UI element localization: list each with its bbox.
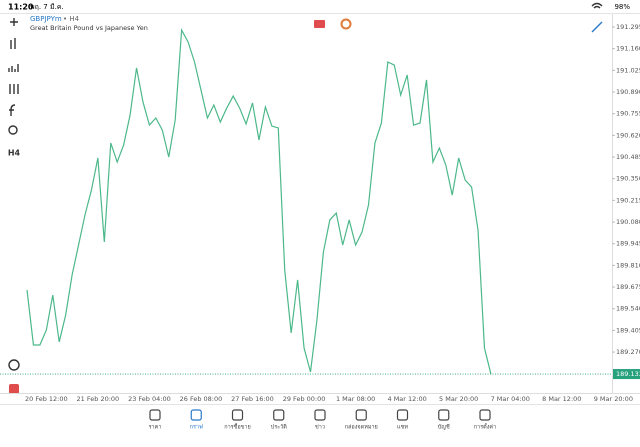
- indicator-tool[interactable]: [9, 84, 19, 94]
- y-tick-label: 189.675: [616, 283, 640, 291]
- price-line: [26, 27, 492, 375]
- x-tick-label: 26 Feb 08:00: [180, 395, 223, 403]
- wifi-icon: [591, 2, 603, 9]
- y-tick-label: 191.160: [616, 45, 640, 53]
- nav-label: การตั้งค่า: [474, 423, 496, 431]
- x-tick-label: 1 Mar 08:00: [336, 395, 375, 403]
- symbol-name[interactable]: GBPJPYm: [30, 15, 62, 23]
- x-tick-label: 4 Mar 12:00: [388, 395, 427, 403]
- nav-label: ราคา: [149, 425, 162, 431]
- nav-icon[interactable]: [314, 409, 326, 421]
- x-tick-label: 23 Feb 04:00: [128, 395, 171, 403]
- x-tick-label: 21 Feb 20:00: [77, 395, 120, 403]
- timeframe-button[interactable]: H4: [8, 149, 21, 158]
- y-tick-label: 190.080: [616, 218, 640, 226]
- y-tick-label: 191.295: [616, 23, 640, 31]
- one-click-button[interactable]: [340, 18, 352, 30]
- nav-label: การซื้อขาย: [224, 423, 250, 431]
- y-tick-label: 189.540: [616, 305, 640, 313]
- y-tick-label: 191.025: [616, 66, 640, 74]
- current-price-label: 189.133: [616, 370, 640, 378]
- x-tick-label: 5 Mar 20:00: [439, 395, 478, 403]
- sell-button[interactable]: [314, 20, 325, 28]
- nav-label: บัญชี: [438, 424, 450, 431]
- y-tick-label: 189.810: [616, 261, 640, 269]
- nav-label: กล่องจดหมาย: [345, 425, 378, 431]
- nav-icon[interactable]: [396, 409, 409, 421]
- y-tick-label: 190.890: [616, 88, 640, 96]
- x-tick-label: 20 Feb 12:00: [25, 395, 68, 403]
- nav-icon[interactable]: [149, 409, 161, 421]
- symbol-timeframe: • H4: [63, 15, 80, 23]
- status-battery: 98%: [614, 3, 630, 11]
- y-tick-label: 190.485: [616, 153, 640, 161]
- nav-icon[interactable]: [190, 409, 202, 421]
- nav-icon[interactable]: [438, 409, 450, 421]
- chart-type-tool[interactable]: [10, 38, 16, 49]
- nav-label: ประวัติ: [271, 424, 287, 431]
- nav-icon[interactable]: [355, 409, 367, 421]
- y-tick-label: 190.350: [616, 175, 640, 183]
- x-tick-label: 7 Mar 04:00: [491, 395, 530, 403]
- y-tick-label: 189.945: [616, 240, 640, 248]
- x-tick-label: 27 Feb 16:00: [231, 395, 274, 403]
- y-tick-label: 189.405: [616, 326, 640, 334]
- function-tool[interactable]: [9, 104, 16, 116]
- nav-label: กราฟ: [190, 424, 203, 431]
- draw-tool[interactable]: [591, 21, 603, 33]
- status-date: พฤ. 7 มี.ค.: [30, 3, 64, 11]
- trade-tool[interactable]: [9, 384, 19, 394]
- crosshair-tool[interactable]: [10, 18, 18, 26]
- x-tick-label: 8 Mar 12:00: [542, 395, 581, 403]
- nav-icon[interactable]: [479, 409, 491, 421]
- x-tick-label: 29 Feb 00:00: [283, 395, 326, 403]
- status-time: 11:20: [8, 3, 34, 12]
- zoom-tool[interactable]: [8, 359, 20, 371]
- y-tick-label: 190.755: [616, 110, 640, 118]
- y-tick-label: 189.270: [616, 348, 640, 356]
- x-tick-label: 9 Mar 20:00: [594, 395, 633, 403]
- nav-icon[interactable]: [273, 409, 285, 421]
- bottom-nav: ราคา กราฟ การซื้อขาย ประวัติ ข่าว กล่องจดหมาย…: [149, 409, 496, 431]
- chart: 191.295 191.160 191.025 190.890 190.755 190.6…: [0, 14, 640, 403]
- volume-tool[interactable]: [8, 64, 19, 72]
- nav-label: ข่าว: [315, 425, 325, 431]
- current-price-box: [613, 369, 640, 380]
- nav-label: แชท: [397, 424, 408, 431]
- y-tick-label: 190.215: [616, 196, 640, 204]
- left-toolbar: H4: [8, 18, 21, 394]
- symbol-description: Great Britain Pound vs Japanese Yen: [30, 24, 148, 32]
- objects-tool[interactable]: [8, 125, 18, 135]
- nav-icon[interactable]: [231, 409, 244, 421]
- y-tick-label: 190.620: [616, 131, 640, 139]
